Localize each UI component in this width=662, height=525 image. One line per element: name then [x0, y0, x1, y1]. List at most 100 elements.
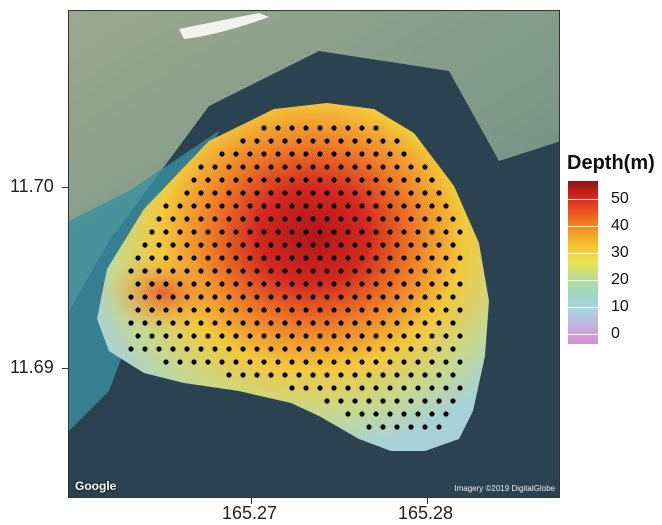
sample-point	[296, 268, 302, 274]
sample-point	[359, 229, 365, 235]
sample-point	[408, 190, 414, 196]
sample-point	[205, 281, 211, 287]
sample-point	[268, 216, 274, 222]
sample-point	[310, 242, 316, 248]
sample-point	[254, 190, 260, 196]
sample-point	[373, 125, 379, 131]
sample-point	[247, 177, 253, 183]
sample-point	[282, 372, 288, 378]
sample-point	[422, 320, 428, 326]
sample-point	[177, 333, 183, 339]
sample-point	[191, 281, 197, 287]
sample-point	[352, 346, 358, 352]
sample-point	[156, 294, 162, 300]
sample-point	[429, 385, 435, 391]
map-canvas	[69, 11, 559, 497]
sample-point	[191, 359, 197, 365]
map-panel[interactable]: Google Imagery ©2019 DigitalGlobe	[68, 10, 560, 498]
sample-point	[205, 333, 211, 339]
sample-point	[303, 151, 309, 157]
sample-point	[408, 268, 414, 274]
sample-point	[338, 268, 344, 274]
sample-point	[261, 359, 267, 365]
sample-point	[345, 125, 351, 131]
sample-point	[198, 268, 204, 274]
sample-point	[128, 346, 134, 352]
sample-point	[212, 216, 218, 222]
sample-point	[254, 242, 260, 248]
sample-point	[247, 333, 253, 339]
sample-point	[198, 190, 204, 196]
sample-point	[135, 281, 141, 287]
sample-point	[212, 294, 218, 300]
sample-point	[317, 307, 323, 313]
sample-point	[296, 294, 302, 300]
sample-point	[408, 294, 414, 300]
sample-point	[324, 294, 330, 300]
sample-point	[240, 164, 246, 170]
sample-point	[408, 372, 414, 378]
sample-point	[352, 216, 358, 222]
sample-point	[345, 333, 351, 339]
sample-point	[149, 255, 155, 261]
sample-point	[324, 372, 330, 378]
legend-tick-30	[568, 253, 598, 254]
sample-point	[450, 398, 456, 404]
sample-point	[331, 385, 337, 391]
sample-point	[352, 138, 358, 144]
sample-point	[429, 177, 435, 183]
sample-point	[247, 229, 253, 235]
sample-point	[436, 268, 442, 274]
sample-point	[205, 177, 211, 183]
sample-point	[387, 177, 393, 183]
sample-point	[296, 346, 302, 352]
sample-point	[310, 268, 316, 274]
sample-point	[345, 281, 351, 287]
sample-point	[359, 203, 365, 209]
sample-point	[352, 190, 358, 196]
sample-point	[394, 216, 400, 222]
sample-point	[191, 203, 197, 209]
sample-point	[226, 268, 232, 274]
sample-point	[205, 255, 211, 261]
sample-point	[345, 307, 351, 313]
sample-point	[387, 333, 393, 339]
sample-point	[212, 190, 218, 196]
x-tick-label-2: 165.28	[398, 503, 454, 523]
sample-point	[289, 177, 295, 183]
sample-point	[450, 216, 456, 222]
sample-point	[170, 346, 176, 352]
sample-point	[436, 216, 442, 222]
sample-point	[436, 320, 442, 326]
sample-point	[170, 268, 176, 274]
sample-point	[219, 229, 225, 235]
sample-point	[268, 190, 274, 196]
sample-point	[191, 177, 197, 183]
sample-point	[310, 320, 316, 326]
sample-point	[177, 229, 183, 235]
sample-point	[275, 359, 281, 365]
sample-point	[387, 203, 393, 209]
sample-point	[366, 164, 372, 170]
sample-point	[149, 333, 155, 339]
sample-point	[394, 424, 400, 430]
y-tick-mark-2	[62, 368, 68, 369]
sample-point	[457, 229, 463, 235]
sample-point	[261, 333, 267, 339]
sample-point	[345, 255, 351, 261]
sample-point	[226, 294, 232, 300]
sample-point	[226, 242, 232, 248]
sample-point	[240, 320, 246, 326]
sample-point	[331, 333, 337, 339]
y-tick-mark-1	[62, 187, 68, 188]
sample-point	[443, 281, 449, 287]
sample-point	[429, 411, 435, 417]
sample-point	[422, 346, 428, 352]
sample-point	[303, 255, 309, 261]
sample-point	[401, 385, 407, 391]
sample-point	[275, 255, 281, 261]
sample-point	[450, 372, 456, 378]
sample-point	[408, 346, 414, 352]
imagery-credit: Imagery ©2019 DigitalGlobe	[454, 484, 555, 493]
sample-point	[275, 151, 281, 157]
